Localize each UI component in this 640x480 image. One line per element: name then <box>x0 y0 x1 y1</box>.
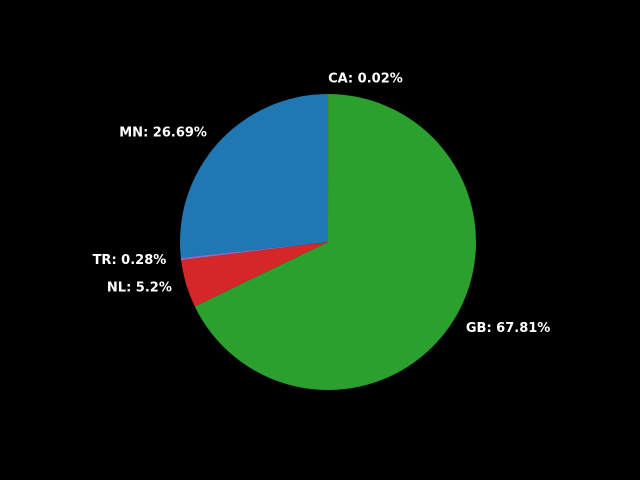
pie-slice-tr <box>180 242 328 261</box>
pie-label-gb: GB: 67.81% <box>466 321 550 336</box>
pie-slice-nl <box>181 242 328 307</box>
pie-slice-gb <box>194 94 477 390</box>
pie-slice-mn <box>179 94 328 258</box>
pie-label-ca: CA: 0.02% <box>328 72 403 87</box>
pie-label-nl: NL: 5.2% <box>107 281 172 296</box>
pie-label-tr: TR: 0.28% <box>93 253 167 268</box>
pie-label-mn: MN: 26.69% <box>119 126 207 141</box>
pie-labels: MN: 26.69% TR: 0.28% NL: 5.2% GB: 67.81% CA:… <box>93 72 551 336</box>
pie-slices <box>179 93 477 390</box>
